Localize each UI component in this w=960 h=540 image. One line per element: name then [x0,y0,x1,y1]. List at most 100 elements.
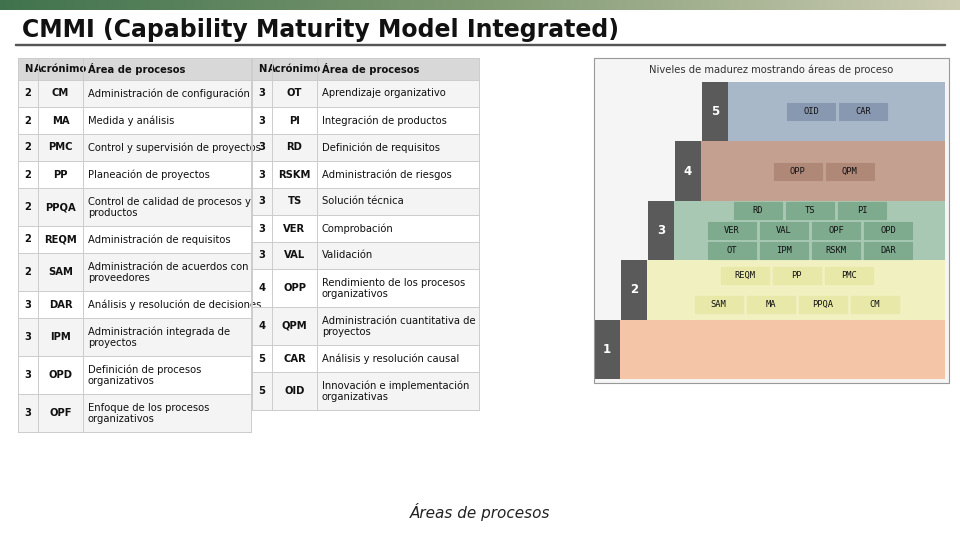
Bar [98,0,99,10]
Bar [690,0,691,10]
Bar [49,0,50,10]
Bar [675,141,945,201]
Bar [422,0,423,10]
Bar [548,0,549,10]
Bar [884,0,885,10]
Bar [646,0,647,10]
Bar [375,0,376,10]
Bar [932,0,933,10]
Bar [45,0,46,10]
Bar [622,0,623,10]
Bar [768,0,769,10]
Bar [795,0,796,10]
Bar [269,0,270,10]
Bar [623,0,624,10]
Bar [141,0,142,10]
Bar [89,0,90,10]
Bar [39,0,40,10]
Bar [941,0,942,10]
Bar [46,0,47,10]
Bar [796,0,797,10]
Bar [378,0,379,10]
Bar [56,0,57,10]
Bar [953,0,954,10]
Bar [31,0,32,10]
Bar [537,0,538,10]
Bar [545,0,546,10]
Bar [216,0,217,10]
Bar [739,0,740,10]
Bar [120,0,121,10]
Bar [449,0,450,10]
Bar [29,0,30,10]
Bar [821,0,822,10]
Text: proyectos: proyectos [322,327,371,337]
Bar [396,0,397,10]
Bar [329,0,330,10]
Bar [450,0,451,10]
Bar [266,0,267,10]
Bar [296,0,297,10]
Text: proyectos: proyectos [88,338,136,348]
Bar [385,0,386,10]
Bar [482,0,483,10]
Bar [138,0,139,10]
Bar [873,0,874,10]
Bar [370,0,371,10]
Bar [586,0,587,10]
Bar [171,0,172,10]
Bar [15,0,16,10]
Bar [83,0,84,10]
Bar [359,0,360,10]
Bar [214,0,215,10]
Bar [828,0,829,10]
Bar [429,0,430,10]
Bar [624,0,625,10]
Bar [653,0,654,10]
Bar [130,0,131,10]
Bar [515,0,516,10]
Bar [18,188,251,226]
Bar [838,0,839,10]
Bar [252,161,479,188]
Bar [743,0,744,10]
Bar [509,0,510,10]
Bar [954,0,955,10]
Bar [231,0,232,10]
Bar [839,103,887,120]
Bar [252,58,479,80]
Bar [625,0,626,10]
Bar [351,0,352,10]
Bar [301,0,302,10]
Bar [438,0,439,10]
Bar [664,0,665,10]
Bar [564,0,565,10]
Bar [147,0,148,10]
Bar [258,0,259,10]
Bar [197,0,198,10]
Bar [838,202,886,219]
Bar [93,0,94,10]
Bar [578,0,579,10]
Bar [398,0,399,10]
Bar [879,0,880,10]
Bar [598,0,599,10]
Bar [28,0,29,10]
Text: DAR: DAR [880,246,896,255]
Bar [236,0,237,10]
Bar [710,0,711,10]
Bar [829,0,830,10]
Bar [806,0,807,10]
Text: OPD: OPD [49,370,73,380]
Bar [434,0,435,10]
Bar [536,0,537,10]
Bar [864,222,912,239]
Bar [232,0,233,10]
Text: 3: 3 [258,170,265,179]
Bar [594,320,945,379]
Text: 4: 4 [684,165,692,178]
Bar [674,0,675,10]
Bar [769,0,770,10]
Bar [887,0,888,10]
Bar [404,0,405,10]
